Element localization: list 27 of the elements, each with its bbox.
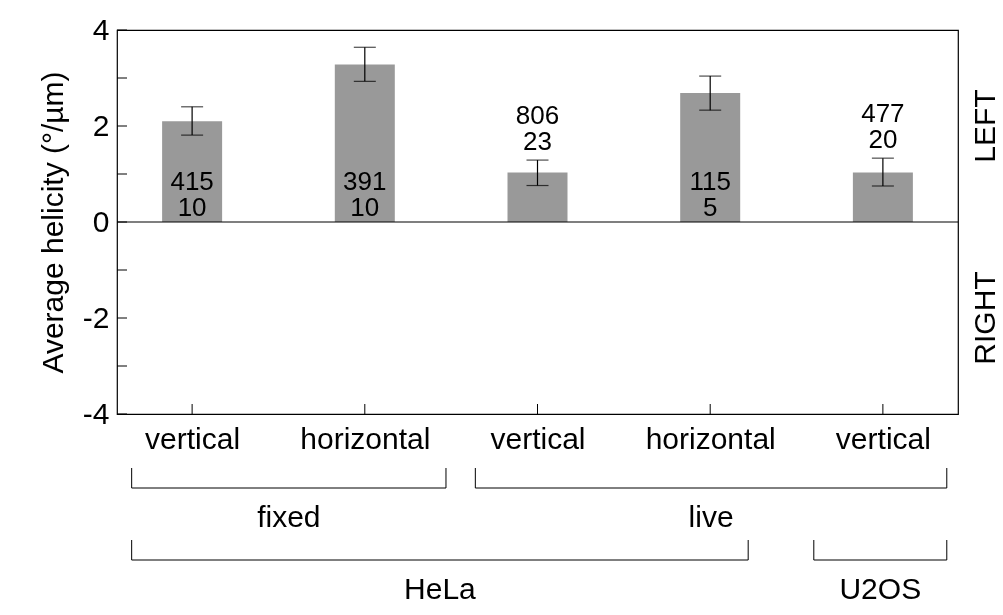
bar xyxy=(334,64,395,222)
x-tick-label: horizontal xyxy=(645,421,776,455)
annotation: 477 20 xyxy=(861,98,905,155)
text: fixed xyxy=(257,500,321,533)
bar xyxy=(680,92,741,222)
annotation: 415 10 xyxy=(170,165,214,222)
x-tick-label: vertical xyxy=(145,421,241,455)
x-tick-label: horizontal xyxy=(300,421,431,455)
annotation: 806 23 xyxy=(515,100,560,157)
bar xyxy=(852,172,913,222)
y-tick-label: 2 xyxy=(92,108,110,142)
annotation: 391 10 xyxy=(343,165,387,222)
bar xyxy=(507,172,568,222)
y-tick-label: 4 xyxy=(92,12,110,46)
y-tick-label: -2 xyxy=(82,300,110,334)
y-tick-label: -4 xyxy=(82,396,110,430)
x-tick-label: vertical xyxy=(835,421,931,455)
text: RIGHT xyxy=(968,271,1001,365)
text: U2OS xyxy=(839,572,922,605)
annotation: 115 5 xyxy=(689,165,731,222)
y-axis-title: Average helicity (°/µm) xyxy=(35,71,69,374)
x-tick-label: vertical xyxy=(490,421,586,455)
text: live xyxy=(688,500,734,533)
y-tick-label: 0 xyxy=(92,204,110,238)
text: HeLa xyxy=(404,572,477,605)
bar xyxy=(162,121,223,222)
text: LEFT xyxy=(968,89,1001,163)
